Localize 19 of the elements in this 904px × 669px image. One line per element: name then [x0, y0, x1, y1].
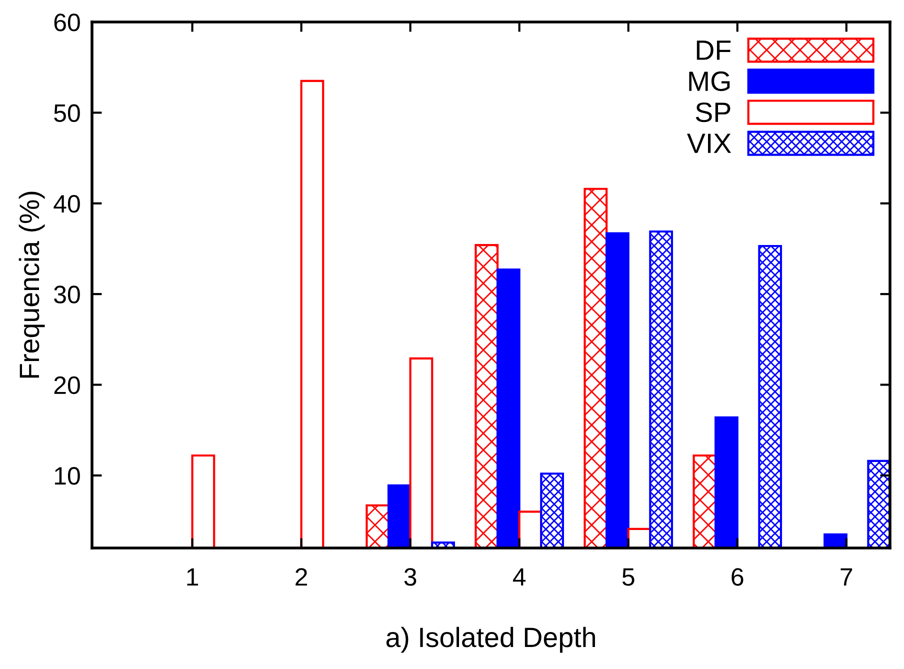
- legend-label: VIX: [687, 134, 732, 153]
- legend-label: DF: [696, 40, 731, 60]
- x-axis-title: a) Isolated Depth: [386, 626, 595, 653]
- x-tick-label: 1: [187, 568, 198, 586]
- y-tick-label: 50: [54, 104, 80, 122]
- x-tick-label: 5: [622, 568, 634, 586]
- y-axis-title: Frequencia (%): [18, 192, 45, 378]
- x-tick-label: 6: [732, 568, 744, 586]
- x-tick-label: 7: [840, 568, 852, 586]
- y-tick-label: 30: [54, 286, 80, 304]
- y-tick-label: 40: [54, 194, 80, 213]
- y-tick-label: 20: [54, 376, 80, 394]
- legend-label: MG: [689, 71, 730, 92]
- x-tick-label: 3: [404, 568, 416, 586]
- y-tick-label: 10: [54, 467, 80, 485]
- x-tick-label: 2: [296, 568, 308, 586]
- y-tick-label: 60: [54, 14, 80, 32]
- legend-label: SP: [696, 102, 730, 122]
- x-tick-label: 4: [512, 568, 526, 586]
